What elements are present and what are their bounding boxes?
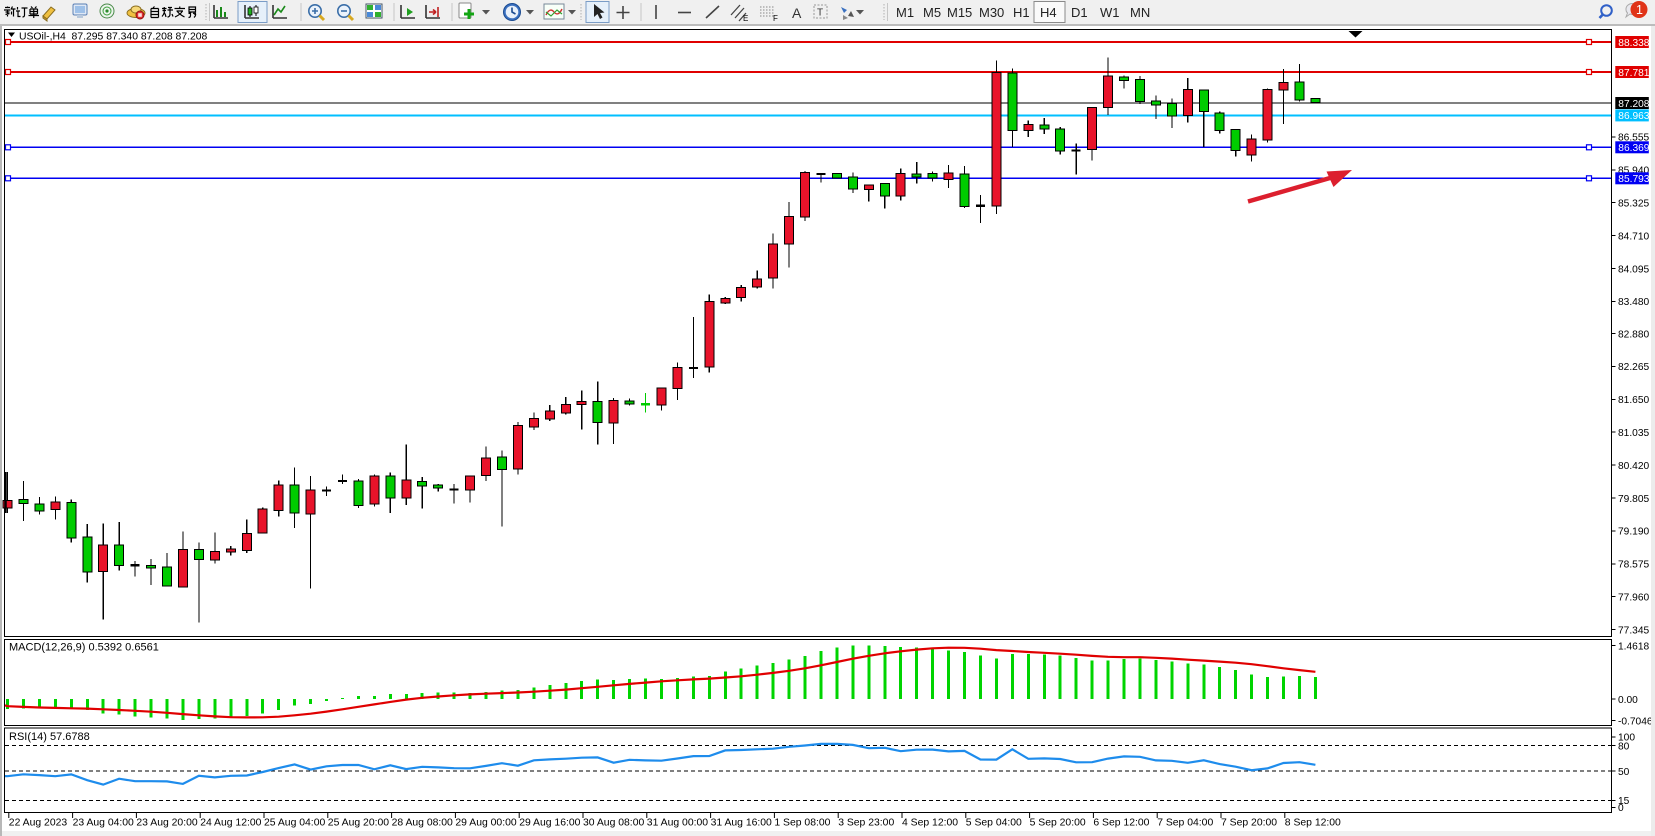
svg-text:29 Aug 16:00: 29 Aug 16:00 bbox=[519, 818, 580, 829]
svg-text:79.805: 79.805 bbox=[1618, 494, 1649, 505]
svg-text:3 Sep 23:00: 3 Sep 23:00 bbox=[838, 818, 894, 829]
svg-text:F: F bbox=[773, 14, 778, 23]
svg-text:MACD(12,26,9) 0.5392 0.6561: MACD(12,26,9) 0.5392 0.6561 bbox=[9, 642, 159, 654]
svg-text:86.555: 86.555 bbox=[1618, 133, 1649, 144]
svg-text:MN: MN bbox=[1130, 5, 1150, 20]
svg-text:M1: M1 bbox=[896, 5, 914, 20]
svg-text:22 Aug 2023: 22 Aug 2023 bbox=[9, 818, 68, 829]
svg-text:W1: W1 bbox=[1100, 5, 1120, 20]
svg-text:85.940: 85.940 bbox=[1618, 166, 1649, 177]
svg-text:85.325: 85.325 bbox=[1618, 199, 1649, 210]
svg-text:1 Sep 08:00: 1 Sep 08:00 bbox=[774, 818, 830, 829]
svg-text:7 Sep 04:00: 7 Sep 04:00 bbox=[1157, 818, 1213, 829]
svg-text:23 Aug 20:00: 23 Aug 20:00 bbox=[136, 818, 197, 829]
svg-text:H1: H1 bbox=[1013, 5, 1030, 20]
svg-text:86.369: 86.369 bbox=[1618, 143, 1649, 154]
svg-text:M15: M15 bbox=[947, 5, 972, 20]
svg-text:24 Aug 12:00: 24 Aug 12:00 bbox=[200, 818, 261, 829]
svg-text:87.208: 87.208 bbox=[1618, 99, 1649, 110]
svg-text:6 Sep 12:00: 6 Sep 12:00 bbox=[1093, 818, 1149, 829]
svg-text:83.480: 83.480 bbox=[1618, 297, 1649, 308]
svg-text:USOil-,H4 87.295 87.340 87.20: USOil-,H4 87.295 87.340 87.208 87.208 bbox=[19, 32, 208, 43]
svg-text:RSI(14) 57.6788: RSI(14) 57.6788 bbox=[9, 731, 90, 743]
svg-text:4 Sep 12:00: 4 Sep 12:00 bbox=[902, 818, 958, 829]
svg-text:29 Aug 00:00: 29 Aug 00:00 bbox=[455, 818, 516, 829]
svg-text:50: 50 bbox=[1618, 767, 1630, 778]
svg-text:1: 1 bbox=[1636, 3, 1643, 17]
svg-text:86.963: 86.963 bbox=[1618, 111, 1649, 122]
svg-text:85.793: 85.793 bbox=[1618, 174, 1649, 185]
svg-text:28 Aug 08:00: 28 Aug 08:00 bbox=[392, 818, 453, 829]
svg-text:77.345: 77.345 bbox=[1618, 625, 1649, 636]
svg-text:88.338: 88.338 bbox=[1618, 38, 1649, 49]
svg-text:5 Sep 04:00: 5 Sep 04:00 bbox=[966, 818, 1022, 829]
svg-text:30 Aug 08:00: 30 Aug 08:00 bbox=[583, 818, 644, 829]
svg-text:1.4618: 1.4618 bbox=[1618, 641, 1649, 652]
svg-text:81.650: 81.650 bbox=[1618, 395, 1649, 406]
svg-text:15: 15 bbox=[1618, 796, 1630, 807]
svg-text:25 Aug 04:00: 25 Aug 04:00 bbox=[264, 818, 325, 829]
svg-text:0: 0 bbox=[1618, 803, 1624, 814]
svg-text:M30: M30 bbox=[979, 5, 1004, 20]
svg-text:79.190: 79.190 bbox=[1618, 527, 1649, 538]
svg-text:25 Aug 20:00: 25 Aug 20:00 bbox=[328, 818, 389, 829]
svg-text:81.035: 81.035 bbox=[1618, 428, 1649, 439]
svg-text:E: E bbox=[743, 14, 748, 23]
svg-text:78.575: 78.575 bbox=[1618, 560, 1649, 571]
svg-text:D1: D1 bbox=[1071, 5, 1088, 20]
svg-text:7 Sep 20:00: 7 Sep 20:00 bbox=[1221, 818, 1277, 829]
svg-text:87.781: 87.781 bbox=[1618, 68, 1649, 79]
svg-text:31 Aug 16:00: 31 Aug 16:00 bbox=[711, 818, 772, 829]
svg-text:0.00: 0.00 bbox=[1618, 695, 1638, 706]
svg-text:-0.7046: -0.7046 bbox=[1618, 716, 1653, 727]
svg-text:77.960: 77.960 bbox=[1618, 593, 1649, 604]
svg-text:100: 100 bbox=[1618, 733, 1635, 744]
svg-text:84.710: 84.710 bbox=[1618, 231, 1649, 242]
svg-text:80.420: 80.420 bbox=[1618, 461, 1649, 472]
svg-text:82.880: 82.880 bbox=[1618, 329, 1649, 340]
svg-text:23 Aug 04:00: 23 Aug 04:00 bbox=[73, 818, 134, 829]
svg-text:T: T bbox=[817, 8, 823, 19]
svg-text:82.265: 82.265 bbox=[1618, 362, 1649, 373]
svg-text:84.095: 84.095 bbox=[1618, 264, 1649, 275]
svg-text:31 Aug 00:00: 31 Aug 00:00 bbox=[647, 818, 708, 829]
svg-text:A: A bbox=[792, 5, 802, 21]
svg-text:8 Sep 12:00: 8 Sep 12:00 bbox=[1285, 818, 1341, 829]
svg-text:80: 80 bbox=[1618, 742, 1630, 753]
svg-text:H4: H4 bbox=[1040, 5, 1057, 20]
svg-text:5 Sep 20:00: 5 Sep 20:00 bbox=[1030, 818, 1086, 829]
svg-text:M5: M5 bbox=[923, 5, 941, 20]
